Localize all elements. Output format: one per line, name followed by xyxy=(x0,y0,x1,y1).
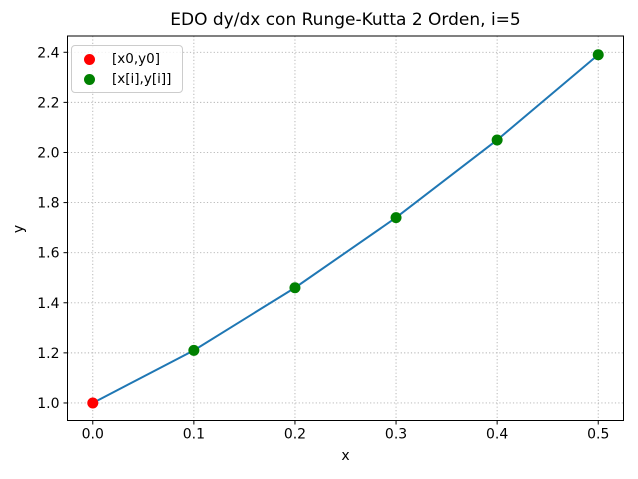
x-tick-label: 0.5 xyxy=(587,427,609,443)
x-axis-label: x xyxy=(341,448,350,464)
y-tick-label: 1.4 xyxy=(37,296,59,312)
x-tick-label: 0.3 xyxy=(385,427,407,443)
y-tick-label: 1.2 xyxy=(37,346,59,362)
y-tick-label: 1.0 xyxy=(37,396,59,412)
y-axis-label: y xyxy=(11,224,27,234)
y-tick-label: 2.0 xyxy=(37,145,59,161)
step-point-marker xyxy=(390,212,402,224)
step-point-marker xyxy=(491,134,503,146)
step-point-marker xyxy=(188,344,200,356)
axes-spines xyxy=(67,35,624,421)
x-tick-label: 0.0 xyxy=(82,427,104,443)
legend-marker-initial-point-icon xyxy=(84,53,95,65)
x-tick-label: 0.2 xyxy=(284,427,306,443)
step-point-marker xyxy=(289,282,301,294)
legend: [x0,y0] [x[i],y[i]] xyxy=(71,45,183,93)
y-tick-label: 1.8 xyxy=(37,196,59,212)
initial-point-marker xyxy=(87,397,99,409)
y-tick-label: 2.2 xyxy=(37,95,59,111)
chart-title: EDO dy/dx con Runge-Kutta 2 Orden, i=5 xyxy=(170,10,521,30)
legend-marker-step-points-icon xyxy=(84,73,95,85)
legend-item-initial-point: [x0,y0] xyxy=(81,51,172,67)
legend-label-step-points: [x[i],y[i]] xyxy=(112,71,172,87)
step-point-marker xyxy=(592,49,604,61)
legend-item-step-points: [x[i],y[i]] xyxy=(81,71,172,87)
x-tick-label: 0.4 xyxy=(486,427,508,443)
legend-label-initial-point: [x0,y0] xyxy=(112,51,160,67)
y-tick-label: 1.6 xyxy=(37,246,59,262)
y-tick-label: 2.4 xyxy=(37,45,59,61)
x-tick-label: 0.1 xyxy=(183,427,205,443)
rk2-solution-line xyxy=(92,54,599,404)
